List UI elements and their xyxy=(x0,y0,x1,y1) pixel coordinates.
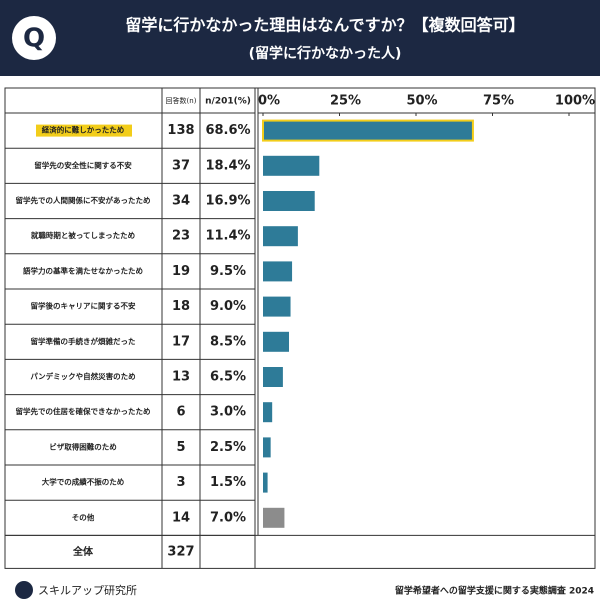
value-label: 2.5% xyxy=(210,440,246,455)
count-label: 18 xyxy=(172,299,190,314)
value-label: 9.5% xyxy=(210,264,246,279)
bar xyxy=(263,296,291,317)
bar xyxy=(263,437,271,458)
source: 留学希望者への留学支援に関する実態調査 2024 xyxy=(395,585,594,597)
x-tick-label: 75% xyxy=(483,94,514,109)
value-label: 3.0% xyxy=(210,405,246,420)
bar xyxy=(263,226,298,247)
count-label: 37 xyxy=(172,158,190,173)
count-label: 138 xyxy=(167,123,194,138)
category-label: 経済的に難しかったため xyxy=(42,125,125,135)
value-label: 9.0% xyxy=(210,299,246,314)
bar xyxy=(263,331,290,352)
category-label: 留学後のキャリアに関する不安 xyxy=(31,301,136,311)
category-label: 留学先での住居を確保できなかったため xyxy=(16,406,151,416)
category-label: パンデミックや自然災害のため xyxy=(30,371,135,381)
count-label: 3 xyxy=(176,475,185,490)
value-label: 68.6% xyxy=(205,123,250,138)
bar xyxy=(263,367,283,387)
bar xyxy=(263,472,268,493)
category-label: ビザ取得困難のため xyxy=(49,441,117,451)
value-label: 1.5% xyxy=(210,475,246,490)
count-label: 5 xyxy=(176,440,185,455)
category-label: 留学先での人間関係に不安があったため xyxy=(16,195,151,205)
badge: Q xyxy=(23,24,45,54)
brand-logo xyxy=(15,581,33,599)
brand: スキルアップ研究所 xyxy=(38,583,137,597)
category-label: 語学力の基準を満たせなかったため xyxy=(23,265,143,275)
value-label: 6.5% xyxy=(210,370,246,385)
x-tick-label: 50% xyxy=(406,94,437,109)
total-label: 全体 xyxy=(72,545,94,558)
value-label: 18.4% xyxy=(205,158,250,173)
chart-title: 留学に行かなかった理由はなんですか？【複数回答可】 xyxy=(125,16,524,35)
bar xyxy=(263,402,273,423)
count-label: 14 xyxy=(172,510,190,525)
category-label: その他 xyxy=(72,512,95,522)
count-label: 34 xyxy=(172,194,190,209)
count-label: 19 xyxy=(172,264,190,279)
count-label: 6 xyxy=(176,405,185,420)
category-label: 留学先の安全性に関する不安 xyxy=(34,160,132,170)
chart-subtitle: (留学に行かなかった人) xyxy=(249,45,402,62)
category-label: 留学準備の手続きが煩雑だった xyxy=(31,336,136,346)
count-label: 23 xyxy=(172,229,190,244)
bar xyxy=(263,191,315,211)
badge-circle xyxy=(12,16,56,60)
category-label: 就職時期と被ってしまったため xyxy=(31,230,135,240)
value-label: 16.9% xyxy=(205,194,250,209)
x-tick-label: 100% xyxy=(555,94,595,109)
value-label: 8.5% xyxy=(210,334,246,349)
label-highlight xyxy=(36,124,132,137)
value-label: 7.0% xyxy=(210,510,246,525)
count-label: 17 xyxy=(172,334,190,349)
bar xyxy=(263,155,320,176)
count-label: 13 xyxy=(172,370,190,385)
value-label: 11.4% xyxy=(205,229,250,244)
total-count: 327 xyxy=(167,544,194,559)
x-tick-label: 0% xyxy=(258,94,280,109)
table-frame xyxy=(4,87,596,569)
count-header: 回答数(n) xyxy=(166,96,197,105)
category-label: 大学での成績不振のため xyxy=(42,477,125,487)
bar xyxy=(263,507,285,528)
bar xyxy=(263,261,293,282)
header-band xyxy=(0,0,600,76)
bar xyxy=(262,119,474,142)
percent-header: n/201(%) xyxy=(205,97,251,107)
x-tick-label: 25% xyxy=(330,94,361,109)
